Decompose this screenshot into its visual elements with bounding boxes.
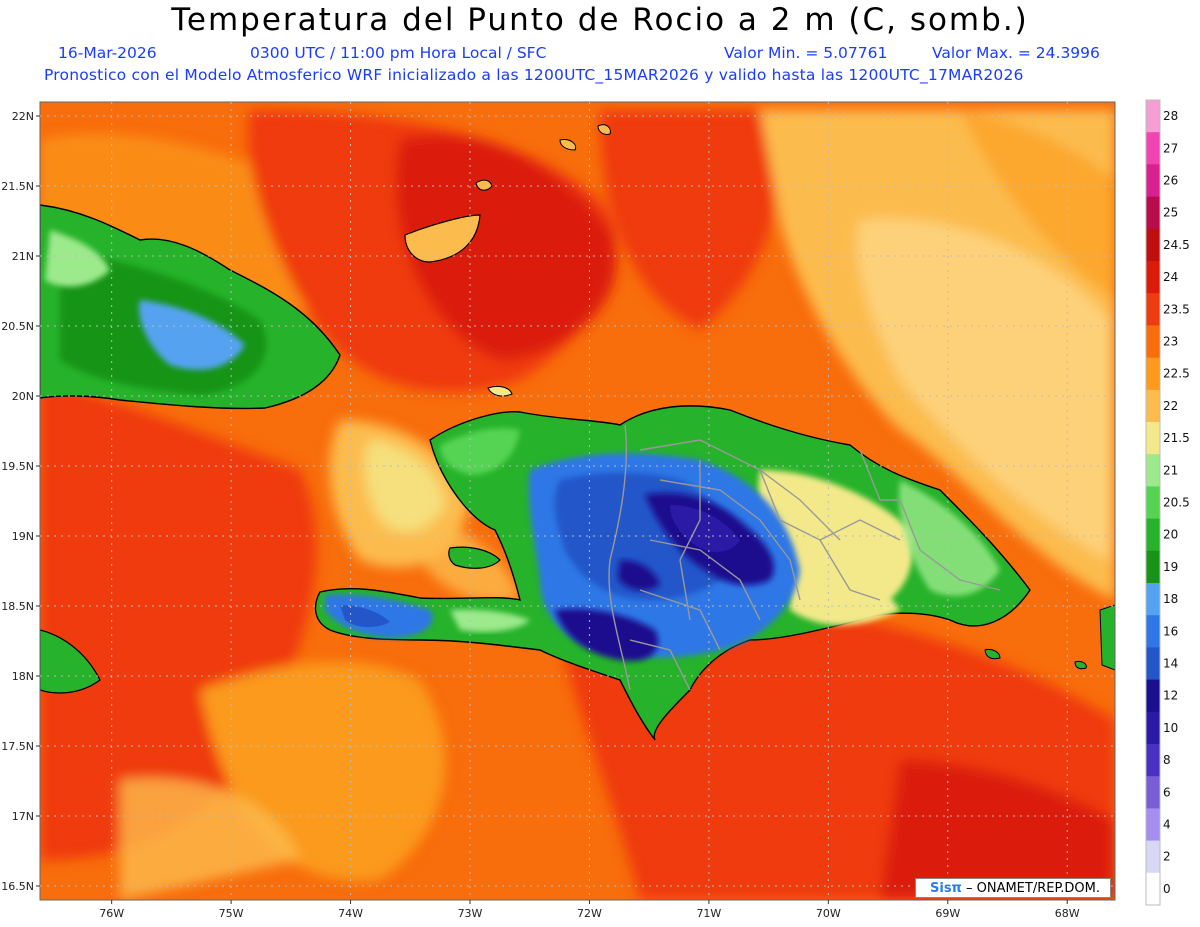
longitude-label: 74W xyxy=(338,907,363,920)
latitude-label: 19N xyxy=(12,530,34,543)
legend-label: 4 xyxy=(1163,818,1171,832)
latitude-axis: 22N 21.5N 21N 20.5N 20N 19.5N 19N 18.5N 18N 17.5N… xyxy=(1,110,40,893)
legend-swatch xyxy=(1146,711,1160,745)
latitude-label: 20N xyxy=(12,390,34,403)
max-value: Valor Max. = 24.3996 xyxy=(932,44,1100,62)
longitude-axis: 76W 75W 74W 73W 72W 71W 70W 69W 68W xyxy=(99,900,1080,920)
legend-label: 20 xyxy=(1163,528,1178,542)
legend-swatch xyxy=(1146,389,1160,423)
legend-label: 21 xyxy=(1163,463,1178,477)
legend-label: 26 xyxy=(1163,174,1178,188)
legend-swatch xyxy=(1146,486,1160,520)
legend-swatch xyxy=(1146,228,1160,262)
legend-swatch xyxy=(1146,615,1160,648)
credit-box: Sisπ – ONAMET/REP.DOM. xyxy=(915,878,1111,898)
legend-frame xyxy=(1145,99,1161,906)
credit-text: – ONAMET/REP.DOM. xyxy=(961,881,1100,896)
legend-swatch xyxy=(1146,647,1160,681)
legend-swatch xyxy=(1146,196,1160,230)
longitude-label: 69W xyxy=(935,907,960,920)
longitude-label: 73W xyxy=(458,907,483,920)
longitude-label: 75W xyxy=(219,907,244,920)
legend-swatch xyxy=(1146,261,1160,294)
legend-swatch xyxy=(1146,518,1160,552)
legend-label: 8 xyxy=(1163,753,1171,767)
legend-label: 24 xyxy=(1163,270,1178,284)
legend-swatch xyxy=(1146,808,1160,842)
legend-label: 19 xyxy=(1163,560,1178,574)
legend-label: 0 xyxy=(1163,882,1171,896)
legend-label: 22.5 xyxy=(1163,367,1190,381)
legend-label: 18 xyxy=(1163,592,1178,606)
legend-swatch xyxy=(1146,744,1160,777)
legend-label: 28 xyxy=(1163,109,1178,123)
latitude-label: 19.5N xyxy=(1,460,34,473)
legend-label: 23 xyxy=(1163,335,1178,349)
graticule xyxy=(40,102,1115,900)
legend-label: 24.5 xyxy=(1163,238,1190,252)
longitude-label: 68W xyxy=(1055,907,1080,920)
legend-label: 21.5 xyxy=(1163,431,1190,445)
legend-label: 22 xyxy=(1163,399,1178,413)
legend-swatch xyxy=(1146,132,1160,165)
latitude-label: 17.5N xyxy=(1,740,34,753)
legend-label: 12 xyxy=(1163,689,1178,703)
cuba-landmass xyxy=(40,204,341,694)
legend-label: 6 xyxy=(1163,785,1171,799)
longitude-label: 72W xyxy=(577,907,602,920)
legend-label: 2 xyxy=(1163,850,1171,864)
forecast-description: Pronostico con el Modelo Atmosferico WRF… xyxy=(44,66,1024,84)
legend-swatch xyxy=(1146,293,1160,326)
legend-label: 23.5 xyxy=(1163,302,1190,316)
hispaniola-landmass xyxy=(314,405,1031,741)
color-legend: 2827262524.52423.52322.52221.52120.52019… xyxy=(1145,99,1190,906)
longitude-label: 70W xyxy=(816,907,841,920)
forecast-time: 0300 UTC / 11:00 pm Hora Local / SFC xyxy=(250,44,547,62)
great-inagua-island xyxy=(404,214,481,263)
legend-label: 16 xyxy=(1163,624,1178,638)
province-boundaries xyxy=(608,424,1001,691)
legend-swatch xyxy=(1146,100,1160,133)
legend-swatch xyxy=(1146,325,1160,359)
legend-swatch xyxy=(1146,840,1160,874)
legend-swatch xyxy=(1146,872,1160,906)
legend-label: 20.5 xyxy=(1163,496,1190,510)
forecast-date: 16-Mar-2026 xyxy=(58,44,157,62)
latitude-label: 20.5N xyxy=(1,320,34,333)
legend-swatch xyxy=(1146,776,1160,809)
map-frame xyxy=(39,101,1116,901)
latitude-label: 16.5N xyxy=(1,880,34,893)
legend-swatch xyxy=(1146,454,1160,487)
legend-label: 10 xyxy=(1163,721,1178,735)
latitude-label: 22N xyxy=(12,110,34,123)
latitude-label: 18N xyxy=(12,670,34,683)
min-value: Valor Min. = 5.07761 xyxy=(724,44,888,62)
gonave-island xyxy=(448,546,501,569)
legend-label: 25 xyxy=(1163,206,1178,220)
latitude-label: 18.5N xyxy=(1,600,34,613)
legend-label: 14 xyxy=(1163,657,1178,671)
legend-swatch xyxy=(1146,357,1160,391)
shaded-field xyxy=(40,102,1115,900)
legend-swatch xyxy=(1146,679,1160,713)
longitude-label: 71W xyxy=(696,907,721,920)
legend-swatch xyxy=(1146,583,1160,616)
chart-title: Temperatura del Punto de Rocio a 2 m (C,… xyxy=(171,2,1029,38)
longitude-label: 76W xyxy=(99,907,124,920)
latitude-label: 17N xyxy=(12,810,34,823)
latitude-label: 21N xyxy=(12,250,34,263)
legend-label: 27 xyxy=(1163,141,1178,155)
legend-swatch xyxy=(1146,550,1160,584)
legend-swatch xyxy=(1146,422,1160,455)
latitude-label: 21.5N xyxy=(1,180,34,193)
legend-swatch xyxy=(1146,164,1160,198)
credit-brand: Sisπ xyxy=(930,881,962,896)
